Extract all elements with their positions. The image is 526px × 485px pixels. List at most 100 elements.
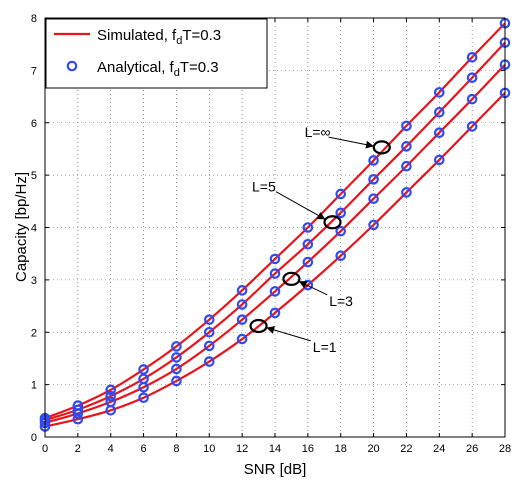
analytical-point [138,392,149,404]
analytical-point [368,219,379,231]
x-tick-label: 0 [42,443,48,455]
analytical-point [433,127,445,139]
x-tick-label: 22 [400,443,412,455]
legend-entry-simulated-tail: T=0.3 [182,27,221,44]
analytical-point [466,121,478,132]
analytical-point [105,404,117,416]
annotation-arrow [328,136,374,149]
analytical-point [171,375,182,387]
analytical-point [335,225,347,237]
analytical-point [401,160,412,172]
x-tick-label: 10 [203,443,215,455]
analytical-point [401,187,412,198]
analytical-point [269,307,281,319]
analytical-point [236,299,248,310]
legend-entry-simulated-text: Simulated, f [97,27,177,44]
analytical-point [433,106,445,118]
y-tick-label: 6 [31,118,37,130]
y-axis-label: Capacity [bp/Hz] [13,172,30,282]
analytical-point [335,250,347,262]
y-tick-label: 1 [31,380,37,392]
annotation-arrow [266,326,311,342]
analytical-point [269,268,281,279]
analytical-point [171,363,182,375]
annotation-ellipse [323,215,342,230]
analytical-point [203,326,215,338]
analytical-markers [39,17,511,432]
x-tick-label: 18 [335,443,347,455]
analytical-point [203,314,215,325]
x-tick-label: 4 [108,443,114,455]
analytical-point [302,256,314,268]
series-line-2 [44,63,506,424]
y-tick-label: 4 [31,223,37,235]
annotation-ellipse [282,271,301,286]
analytical-point [236,314,248,325]
x-tick-label: 28 [499,443,511,455]
y-tick-label: 2 [31,327,37,339]
legend-entry-analytical-sub: d [174,67,180,79]
analytical-point [368,174,379,185]
analytical-point [368,193,379,204]
analytical-point [401,120,412,132]
analytical-point [236,285,248,296]
annotation-label: L=5 [252,179,276,195]
legend-entry-simulated: Simulated, fdT=0.3 [97,27,221,47]
annotation-arrow [298,281,328,296]
series-line-0 [44,22,506,420]
annotation-label: L=3 [329,293,353,309]
analytical-point [466,51,478,63]
analytical-point [335,188,347,200]
legend: Simulated, fdT=0.3 Analytical, fdT=0.3 [45,18,268,89]
analytical-point [401,141,412,152]
analytical-point [269,253,281,265]
annotation-ellipse [249,318,268,334]
x-tick-label: 6 [141,443,147,455]
x-tick-label: 24 [433,443,445,455]
analytical-point [72,413,84,425]
annotations: L=∞ L=5 L=3 L=1 [249,124,391,355]
x-tick-label: 14 [269,443,281,455]
x-tick-label: 12 [236,443,248,455]
analytical-point [171,352,182,363]
x-tick-label: 8 [173,443,179,455]
analytical-point [368,155,379,166]
analytical-point [203,356,215,367]
annotation-arrow [275,191,326,220]
analytical-point [302,222,314,233]
series-lines [44,22,506,428]
x-tick-label: 20 [367,443,379,455]
legend-entry-analytical: Analytical, fdT=0.3 [97,59,219,79]
x-axis-label: SNR [dB] [244,461,307,478]
analytical-point [335,207,347,219]
analytical-point [105,390,117,402]
analytical-point [269,286,281,297]
x-tick-label: 26 [466,443,478,455]
series-line-1 [44,41,506,422]
y-tick-label: 0 [31,432,37,444]
analytical-point [302,238,314,250]
x-tick-label: 2 [75,443,81,455]
legend-entry-analytical-text: Analytical, f [97,59,175,76]
y-tick-label: 8 [31,13,37,25]
legend-box [45,18,268,89]
analytical-point [236,333,248,345]
analytical-point [72,408,84,419]
series-line-3 [44,92,506,428]
legend-marker-sample [66,60,78,72]
analytical-point [466,72,478,84]
analytical-point [138,381,149,393]
analytical-point [203,340,215,352]
legend-entry-simulated-sub: d [176,35,182,47]
analytical-point [466,93,478,105]
annotation-label: L=∞ [305,124,331,140]
y-tick-label: 7 [31,65,37,77]
legend-entry-analytical-tail: T=0.3 [180,59,219,76]
analytical-point [433,87,445,98]
analytical-point [105,384,117,396]
annotation-label: L=1 [313,339,337,355]
analytical-point [433,154,445,166]
analytical-point [171,341,182,352]
y-tick-label: 5 [31,170,37,182]
